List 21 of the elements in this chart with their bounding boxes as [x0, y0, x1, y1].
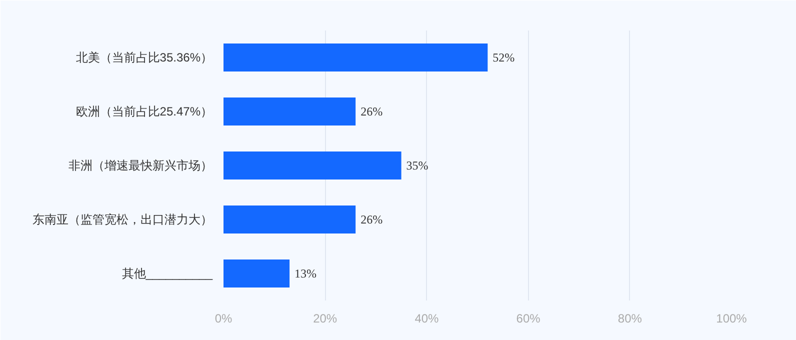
data-label: 26%: [360, 212, 383, 226]
data-label: 52%: [492, 50, 515, 64]
bar: [224, 151, 402, 180]
x-tick-label: 40%: [414, 312, 440, 326]
bar: [224, 97, 356, 126]
bar: [224, 205, 356, 234]
y-tick-label: 北美（当前占比35.36%）: [76, 50, 213, 64]
x-tick-label: 80%: [618, 312, 642, 326]
data-label: 13%: [294, 266, 317, 280]
y-tick-label: 东南亚（监管宽松，出口潜力大）: [32, 212, 212, 226]
x-tick-label: 20%: [313, 312, 338, 326]
data-label: 35%: [406, 158, 428, 172]
data-label: 26%: [360, 104, 383, 118]
x-tick-label: 60%: [516, 312, 541, 326]
x-tick-label: 100%: [716, 312, 748, 326]
x-tick-label: 0%: [214, 312, 232, 326]
y-tick-label: 其他__________: [122, 266, 213, 280]
bar: [224, 259, 290, 288]
y-tick-label: 欧洲（当前占比25.47%）: [76, 104, 213, 118]
bar: [224, 43, 488, 72]
y-tick-label: 非洲（增速最快新兴市场）: [68, 158, 212, 172]
